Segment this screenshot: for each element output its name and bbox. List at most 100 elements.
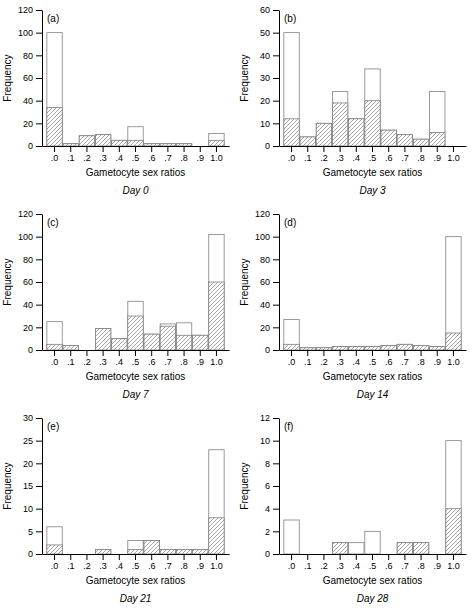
tick-mark [216,350,217,356]
bar [284,344,299,350]
bar [349,347,364,350]
panel-label: (b) [284,13,296,24]
tick-mark [200,146,201,152]
tick-mark [273,441,279,442]
tick-label: 40 [260,300,270,310]
tick-mark [437,350,438,356]
tick-mark [151,350,152,356]
tick-label: .7 [164,357,172,367]
bar [63,345,78,350]
y-axis-title: Frequency [239,54,250,101]
tick-mark [291,146,292,152]
bar [160,144,175,146]
tick-label: .9 [434,153,442,163]
tick: .4 [116,554,124,571]
tick-label: .5 [369,561,377,571]
bar [63,554,78,555]
panel-label: (f) [284,421,293,432]
tick-label: .1 [67,561,75,571]
tick-label: .9 [434,561,442,571]
tick: 40 [23,96,42,106]
x-axis: .0.1.2.3.4.5.6.7.8.91.0 [43,554,230,571]
tick-label: .3 [99,153,107,163]
tick: .6 [148,146,156,163]
bar [63,554,78,555]
tick-mark [151,146,152,152]
bar [160,326,175,350]
tick-label: 60 [260,5,270,15]
tick: 10 [260,436,279,446]
bars [47,450,224,554]
tick: .3 [99,554,107,571]
bar [47,527,62,554]
tick: 0 [265,141,279,151]
tick: 80 [23,51,42,61]
tick: .0 [51,146,59,163]
bar [397,543,412,554]
panel-caption: Day 28 [357,593,389,604]
tick-label: 60 [23,277,33,287]
tick-mark [36,554,42,555]
tick: 60 [23,277,42,287]
bar [95,549,110,554]
y-axis: 020406080100120 [255,209,280,355]
figure: .0.1.2.3.4.5.6.7.8.91.0020406080100120Ga… [0,0,474,612]
tick-mark [36,33,42,34]
tick-label: 6 [265,481,270,491]
tick-mark [36,282,42,283]
tick: 25 [23,436,42,446]
total-bars [47,33,224,146]
tick: .5 [369,146,377,163]
tick: .1 [67,350,75,367]
bar [193,146,208,147]
tick-label: 20 [23,119,33,129]
tick-label: 15 [23,481,33,491]
panel-caption: Day 7 [122,389,149,400]
panel-label: (a) [47,13,59,24]
tick-label: .0 [288,357,296,367]
bar [430,347,445,350]
tick-label: 20 [260,323,270,333]
tick: .8 [417,554,425,571]
tick-label: 0 [28,549,33,559]
tick-label: .1 [304,561,312,571]
tick: .7 [164,146,172,163]
tick: 10 [23,504,42,514]
tick-mark [340,554,341,560]
tick-label: .7 [164,561,172,571]
tick: .7 [401,146,409,163]
tick-mark [273,33,279,34]
tick-mark [273,418,279,419]
bar [397,135,412,146]
axis-line [279,419,280,555]
tick-label: .5 [369,357,377,367]
tick-mark [453,350,454,356]
bar [381,345,396,350]
tick-label: .6 [385,153,393,163]
y-axis-title: Frequency [239,462,250,509]
tick-label: 10 [260,119,270,129]
tick-mark [356,146,357,152]
bar [365,531,380,554]
tick-mark [340,146,341,152]
bar [95,549,110,554]
tick-mark [273,305,279,306]
x-axis: .0.1.2.3.4.5.6.7.8.91.0 [280,554,467,571]
bar [47,545,62,554]
tick-mark [54,146,55,152]
tick-mark [273,146,279,147]
tick: .9 [197,146,205,163]
bar [446,509,461,554]
bar [332,347,347,350]
bar [381,554,396,555]
tick: 1.0 [210,554,223,571]
bar [332,347,347,350]
tick-label: .9 [434,357,442,367]
tick-label: 2 [265,527,270,537]
bar [446,146,461,147]
tick-label: 12 [260,413,270,423]
bar [176,323,191,350]
axis-line [42,419,43,555]
bar [128,549,143,554]
tick: .2 [83,146,91,163]
